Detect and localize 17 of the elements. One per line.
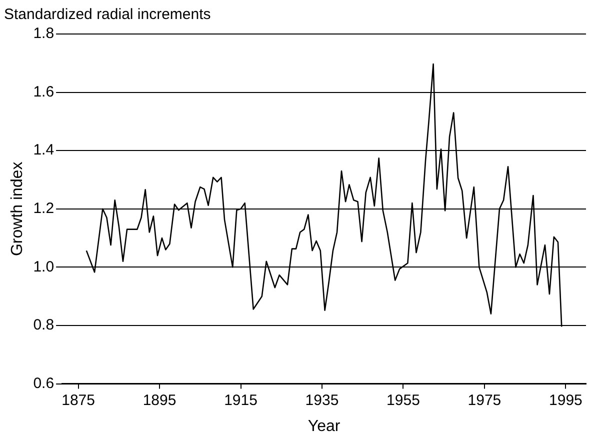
y-tick-label: 1.8 bbox=[33, 25, 54, 42]
y-tick-label: 1.2 bbox=[33, 200, 54, 218]
y-axis-title: Growth index bbox=[9, 162, 26, 256]
x-tick-label: 1915 bbox=[224, 392, 258, 409]
x-tick-label: 1975 bbox=[468, 392, 502, 409]
x-tick-label: 1935 bbox=[305, 392, 339, 409]
x-tick-label: 1995 bbox=[549, 392, 582, 409]
x-axis-title: Year bbox=[308, 418, 341, 435]
y-tick-label: 1.0 bbox=[33, 258, 54, 276]
x-tick-label: 1895 bbox=[142, 392, 176, 409]
y-tick-label: 1.6 bbox=[33, 83, 54, 100]
y-tick-label: 0.6 bbox=[33, 374, 54, 392]
x-tick-label: 1875 bbox=[62, 392, 95, 409]
y-tick-label: 0.8 bbox=[33, 316, 54, 334]
x-tick-label: 1955 bbox=[386, 392, 420, 409]
chart-title: Standardized radial increments bbox=[4, 6, 211, 24]
y-tick-label: 1.4 bbox=[33, 142, 54, 159]
